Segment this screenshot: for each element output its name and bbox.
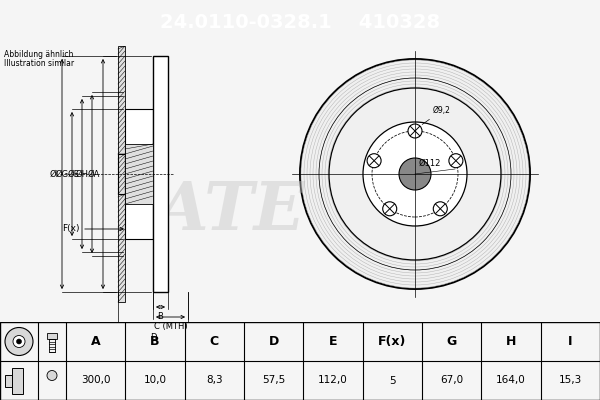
Circle shape <box>329 88 501 260</box>
Text: Ø9,2: Ø9,2 <box>422 106 451 124</box>
Polygon shape <box>118 154 125 194</box>
Text: D: D <box>150 333 156 342</box>
Bar <box>49 338 55 352</box>
Text: 24.0110-0328.1    410328: 24.0110-0328.1 410328 <box>160 14 440 32</box>
Polygon shape <box>125 109 153 239</box>
Circle shape <box>367 154 381 168</box>
Circle shape <box>5 328 33 356</box>
Text: 300,0: 300,0 <box>81 376 110 386</box>
Text: ØE: ØE <box>67 170 79 178</box>
Text: 8,3: 8,3 <box>206 376 223 386</box>
Text: ØI: ØI <box>50 170 59 178</box>
Polygon shape <box>125 144 153 204</box>
Text: F(x): F(x) <box>62 224 79 234</box>
Text: D: D <box>269 335 279 348</box>
Text: ØG: ØG <box>56 170 69 178</box>
Text: Abbildung ähnlich: Abbildung ähnlich <box>4 50 73 59</box>
Text: 5: 5 <box>389 376 395 386</box>
Text: Ø112: Ø112 <box>419 159 442 168</box>
Circle shape <box>17 339 22 344</box>
Text: 67,0: 67,0 <box>440 376 463 386</box>
Circle shape <box>383 202 397 216</box>
Polygon shape <box>118 194 125 302</box>
Text: C (MTH): C (MTH) <box>154 322 187 331</box>
Circle shape <box>363 122 467 226</box>
Text: F(x): F(x) <box>378 335 407 348</box>
Text: B: B <box>158 312 163 321</box>
Text: 57,5: 57,5 <box>262 376 285 386</box>
Circle shape <box>433 202 447 216</box>
Circle shape <box>449 154 463 168</box>
Text: C: C <box>210 335 219 348</box>
Text: 112,0: 112,0 <box>318 376 348 386</box>
Polygon shape <box>5 374 12 386</box>
Circle shape <box>408 124 422 138</box>
Circle shape <box>13 336 25 348</box>
Polygon shape <box>12 368 23 394</box>
Text: H: H <box>506 335 516 348</box>
Text: ØH: ØH <box>76 170 89 178</box>
Text: Illustration similar: Illustration similar <box>4 59 74 68</box>
Text: E: E <box>329 335 337 348</box>
Text: G: G <box>446 335 457 348</box>
Bar <box>47 332 57 338</box>
Text: 164,0: 164,0 <box>496 376 526 386</box>
Text: I: I <box>568 335 572 348</box>
Circle shape <box>399 158 431 190</box>
Text: A: A <box>91 335 100 348</box>
Circle shape <box>300 59 530 289</box>
Text: 15,3: 15,3 <box>559 376 582 386</box>
Polygon shape <box>118 46 125 154</box>
Polygon shape <box>153 56 168 292</box>
Text: ØA: ØA <box>88 170 100 178</box>
Text: ATE: ATE <box>156 180 304 244</box>
Text: B: B <box>150 335 160 348</box>
Text: 10,0: 10,0 <box>143 376 167 386</box>
Circle shape <box>47 370 57 380</box>
